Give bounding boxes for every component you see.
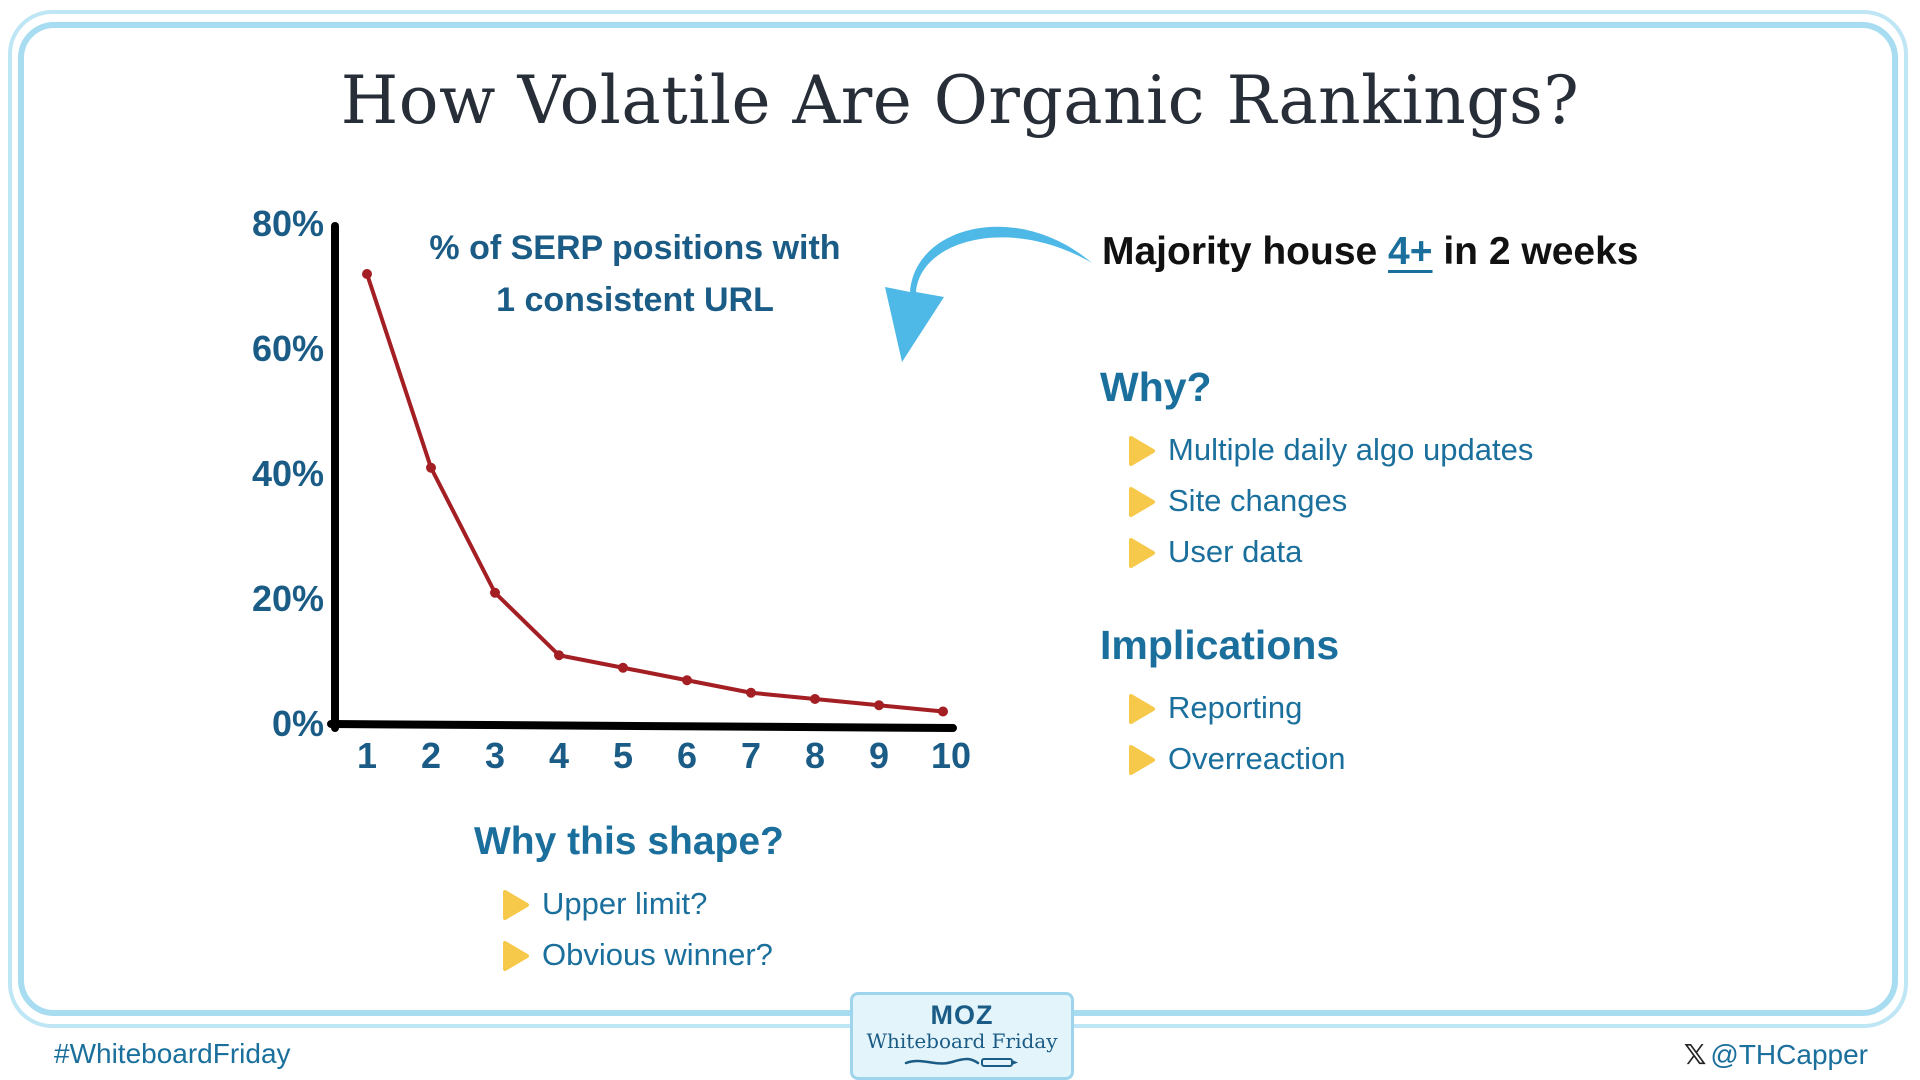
bullet-arrow-icon — [1129, 694, 1155, 724]
x-tick-label: 4 — [549, 735, 569, 776]
data-point-4 — [554, 650, 564, 661]
data-point-2 — [426, 462, 436, 473]
bullet-arrow-icon — [1129, 538, 1155, 568]
list-item-label: User data — [1168, 534, 1303, 569]
data-point-7 — [746, 687, 756, 698]
list-item-label: Multiple daily algo updates — [1168, 432, 1534, 467]
y-tick-label: 60% — [252, 328, 324, 369]
annotation-highlight: 4+ — [1388, 230, 1433, 273]
majority-annotation: Majority house 4+ in 2 weeks — [1102, 230, 1638, 274]
x-tick-label: 1 — [357, 735, 377, 776]
why-heading: Why? — [1100, 364, 1212, 410]
list-item: Overreaction — [1128, 737, 1345, 788]
why-list: Multiple daily algo updates Site changes… — [1128, 428, 1533, 581]
implications-heading: Implications — [1100, 622, 1340, 668]
data-point-6 — [682, 675, 692, 686]
x-tick-label: 7 — [741, 735, 761, 776]
data-point-9 — [874, 700, 884, 711]
x-tick-labels: 1 2 3 4 5 6 7 8 9 10 — [357, 735, 971, 776]
badge-subtitle: Whiteboard Friday — [866, 1029, 1058, 1053]
list-item: Upper limit? — [502, 882, 773, 933]
series-line — [365, 272, 945, 714]
implications-list: Reporting Overreaction — [1128, 686, 1345, 788]
annotation-suffix: in 2 weeks — [1432, 230, 1639, 273]
bullet-arrow-icon — [503, 890, 529, 920]
y-tick-label: 0% — [272, 703, 324, 744]
chart-title-line-2: 1 consistent URL — [496, 281, 774, 319]
marker-squiggle-icon — [904, 1057, 1018, 1067]
chart-title-line-1: % of SERP positions with — [429, 229, 841, 267]
x-tick-label: 3 — [485, 735, 505, 776]
series-layer — [365, 272, 945, 714]
list-item-label: Site changes — [1168, 483, 1348, 518]
x-tick-label: 2 — [421, 735, 441, 776]
handle-text: @THCapper — [1710, 1039, 1868, 1070]
moz-logo: MOZ — [930, 1000, 994, 1030]
list-item: Site changes — [1128, 479, 1533, 530]
x-logo-icon: 𝕏 — [1683, 1039, 1707, 1070]
social-handle[interactable]: 𝕏 @THCapper — [1684, 1038, 1868, 1071]
list-item-label: Obvious winner? — [542, 937, 773, 972]
y-tick-labels: 0% 20% 40% 60% 80% — [252, 203, 324, 744]
data-point-1 — [362, 269, 372, 279]
list-item-label: Reporting — [1168, 690, 1303, 725]
hashtag-link[interactable]: #WhiteboardFriday — [54, 1038, 291, 1069]
list-item: Reporting — [1128, 686, 1345, 737]
data-point-8 — [810, 694, 820, 704]
x-tick-label: 9 — [869, 735, 889, 776]
y-tick-label: 40% — [252, 453, 324, 494]
shape-heading: Why this shape? — [474, 820, 784, 863]
curved-arrow-icon — [885, 226, 1092, 362]
y-tick-label: 80% — [252, 203, 324, 244]
bullet-arrow-icon — [503, 941, 529, 971]
bullet-arrow-icon — [1129, 745, 1155, 775]
x-tick-label: 5 — [613, 735, 633, 776]
list-item-label: Upper limit? — [542, 886, 708, 921]
list-item: User data — [1128, 530, 1533, 581]
page-title: How Volatile Are Organic Rankings? — [340, 62, 1580, 139]
x-tick-label: 10 — [931, 735, 971, 776]
moz-whiteboard-badge: MOZ Whiteboard Friday — [850, 992, 1074, 1080]
shape-list: Upper limit? Obvious winner? — [502, 882, 773, 984]
y-tick-label: 20% — [252, 578, 324, 619]
list-item: Multiple daily algo updates — [1128, 428, 1533, 479]
data-point-3 — [490, 587, 500, 598]
annotation-prefix: Majority house — [1102, 230, 1389, 273]
data-point-10 — [938, 706, 948, 717]
x-tick-label: 6 — [677, 735, 697, 776]
list-item-label: Overreaction — [1168, 741, 1346, 776]
x-tick-label: 8 — [805, 735, 825, 776]
list-item: Obvious winner? — [502, 933, 773, 984]
data-point-5 — [618, 662, 628, 673]
points-layer — [362, 269, 948, 717]
bullet-arrow-icon — [1129, 436, 1155, 466]
chart-title: % of SERP positions with 1 consistent UR… — [390, 222, 880, 326]
bullet-arrow-icon — [1129, 487, 1155, 517]
x-axis — [327, 720, 957, 732]
